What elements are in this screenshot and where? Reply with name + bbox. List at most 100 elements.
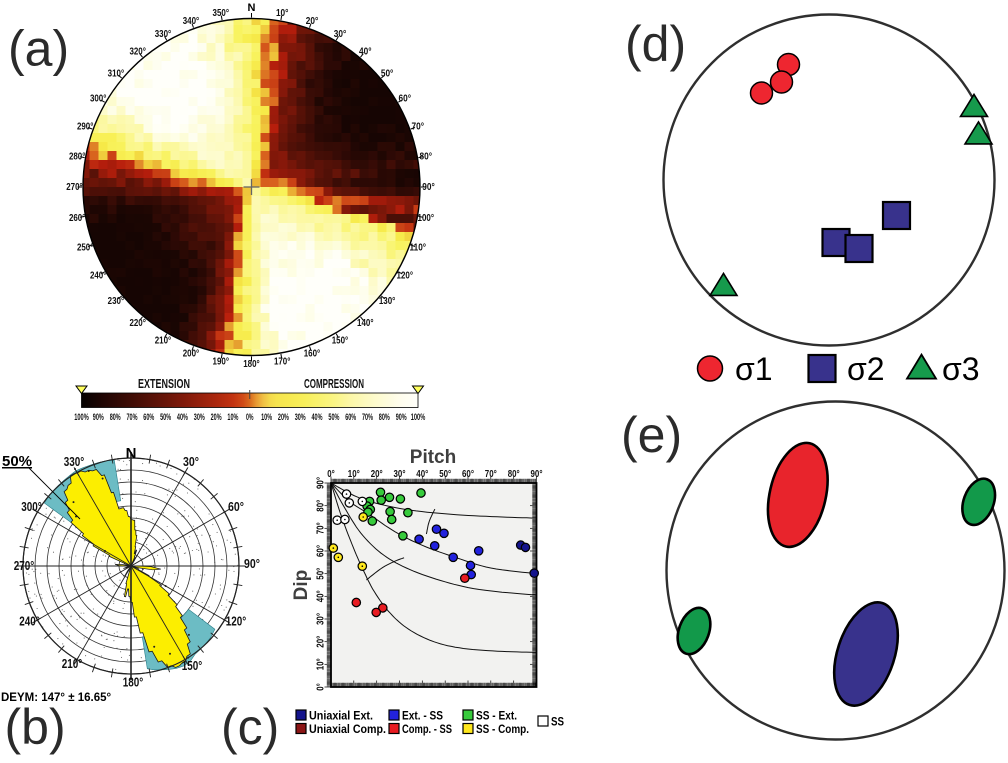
svg-text:10°: 10° [276, 8, 289, 19]
svg-text:90%: 90% [93, 412, 104, 422]
svg-text:σ3: σ3 [942, 351, 980, 387]
svg-text:40°: 40° [359, 47, 372, 58]
svg-text:80%: 80% [379, 412, 390, 422]
svg-text:SS - Ext.: SS - Ext. [476, 711, 517, 723]
svg-text:20°: 20° [371, 469, 383, 480]
svg-text:340°: 340° [183, 16, 200, 27]
svg-text:20°: 20° [306, 16, 319, 27]
svg-text:(a): (a) [8, 21, 69, 77]
svg-text:70%: 70% [362, 412, 373, 422]
svg-text:60°: 60° [462, 469, 474, 480]
svg-text:100%: 100% [411, 412, 426, 422]
svg-text:90%: 90% [396, 412, 407, 422]
svg-text:(d): (d) [625, 16, 686, 72]
svg-text:90°: 90° [244, 556, 260, 571]
svg-text:100%: 100% [74, 412, 89, 422]
svg-text:90°: 90° [422, 182, 435, 193]
svg-text:N: N [248, 2, 256, 14]
svg-text:190°: 190° [213, 357, 230, 368]
svg-text:70°: 70° [316, 522, 327, 534]
svg-text:10%: 10% [261, 412, 272, 422]
svg-text:40°: 40° [416, 469, 428, 480]
svg-text:80°: 80° [316, 500, 327, 512]
svg-text:40°: 40° [316, 590, 327, 602]
svg-text:10°: 10° [316, 658, 327, 670]
svg-text:30°: 30° [183, 454, 199, 469]
svg-text:180°: 180° [243, 359, 260, 370]
svg-text:90°: 90° [531, 469, 543, 480]
svg-text:320°: 320° [129, 47, 146, 58]
svg-text:140°: 140° [357, 318, 374, 329]
svg-text:COMPRESSION: COMPRESSION [304, 376, 364, 391]
svg-text:110°: 110° [410, 243, 427, 254]
svg-text:350°: 350° [213, 8, 230, 19]
svg-text:120°: 120° [226, 614, 247, 629]
svg-text:240°: 240° [19, 614, 40, 629]
svg-text:290°: 290° [77, 122, 94, 133]
svg-text:240°: 240° [90, 271, 107, 282]
svg-text:150°: 150° [182, 658, 203, 673]
svg-text:Uniaxial Ext.: Uniaxial Ext. [309, 711, 373, 723]
svg-text:30%: 30% [194, 412, 205, 422]
svg-text:230°: 230° [108, 296, 125, 307]
svg-text:130°: 130° [379, 296, 396, 307]
svg-text:160°: 160° [304, 349, 321, 360]
svg-text:50°: 50° [316, 568, 327, 580]
svg-text:180°: 180° [123, 675, 144, 690]
svg-text:60%: 60% [143, 412, 154, 422]
svg-text:σ1: σ1 [735, 351, 773, 387]
svg-text:270°: 270° [14, 558, 35, 573]
svg-text:330°: 330° [64, 454, 85, 469]
svg-text:(e): (e) [621, 407, 682, 463]
svg-text:60°: 60° [316, 545, 327, 557]
svg-text:200°: 200° [183, 349, 200, 360]
svg-text:80%: 80% [110, 412, 121, 422]
svg-text:Comp. - SS: Comp. - SS [402, 724, 452, 736]
svg-text:100°: 100° [418, 213, 435, 224]
svg-text:220°: 220° [129, 318, 146, 329]
svg-text:80°: 80° [420, 152, 433, 163]
svg-text:Ext. - SS: Ext. - SS [402, 711, 443, 723]
svg-text:20%: 20% [278, 412, 289, 422]
svg-text:210°: 210° [155, 336, 172, 347]
svg-text:SS - Comp.: SS - Comp. [476, 724, 529, 736]
svg-text:60%: 60% [345, 412, 356, 422]
svg-text:N: N [126, 445, 137, 462]
svg-text:260°: 260° [69, 213, 86, 224]
svg-text:300°: 300° [90, 94, 107, 105]
svg-text:30°: 30° [334, 29, 347, 40]
svg-text:80°: 80° [508, 469, 520, 480]
svg-text:EXTENSION: EXTENSION [138, 376, 190, 391]
svg-text:50%: 50% [328, 412, 339, 422]
svg-text:250°: 250° [77, 243, 94, 254]
svg-text:SS: SS [551, 717, 564, 729]
svg-text:Pitch: Pitch [410, 447, 456, 468]
svg-text:90°: 90° [316, 477, 327, 489]
svg-text:60°: 60° [228, 499, 244, 514]
svg-text:DEYM: 147° ± 16.65°: DEYM: 147° ± 16.65° [1, 692, 112, 704]
svg-text:0°: 0° [316, 683, 327, 691]
svg-text:50%: 50% [160, 412, 171, 422]
svg-text:50°: 50° [381, 68, 394, 79]
svg-text:10%: 10% [227, 412, 238, 422]
svg-text:10°: 10° [348, 469, 360, 480]
svg-text:270°: 270° [66, 182, 83, 193]
svg-text:30°: 30° [394, 469, 406, 480]
svg-text:30°: 30° [316, 613, 327, 625]
svg-text:0°: 0° [327, 469, 335, 480]
svg-text:40%: 40% [177, 412, 188, 422]
svg-text:60°: 60° [399, 94, 412, 105]
svg-text:0%: 0% [246, 412, 254, 422]
svg-text:σ2: σ2 [847, 351, 885, 387]
svg-text:170°: 170° [274, 357, 291, 368]
svg-text:50°: 50° [439, 469, 451, 480]
svg-text:40%: 40% [312, 412, 323, 422]
svg-text:(b): (b) [5, 699, 66, 755]
svg-text:120°: 120° [397, 271, 414, 282]
svg-text:310°: 310° [108, 68, 125, 79]
svg-text:20°: 20° [316, 636, 327, 648]
svg-text:330°: 330° [155, 29, 172, 40]
svg-text:210°: 210° [62, 656, 83, 671]
svg-text:70°: 70° [485, 469, 497, 480]
svg-text:20%: 20% [211, 412, 222, 422]
